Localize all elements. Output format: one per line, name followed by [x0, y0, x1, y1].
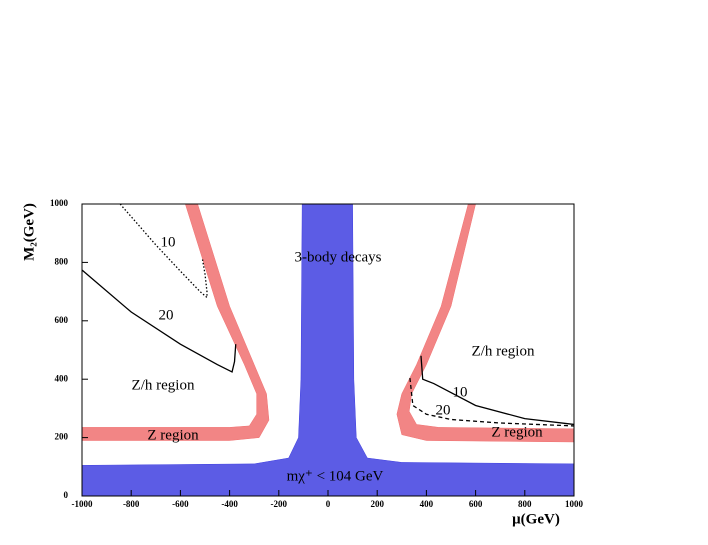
- x-tick-label: 400: [420, 499, 434, 509]
- annotation: Z/h region: [472, 343, 535, 359]
- y-tick-label: 200: [55, 432, 69, 442]
- y-axis-label: M₂(GeV): [21, 203, 37, 261]
- annotation: Z region: [491, 424, 543, 440]
- y-tick-label: 600: [55, 315, 69, 325]
- annotation: Z region: [147, 427, 199, 443]
- annotation: 20: [159, 307, 174, 323]
- x-tick-label: 0: [326, 499, 331, 509]
- x-tick-label: -200: [271, 499, 288, 509]
- plot-area: [82, 204, 574, 496]
- region: [82, 204, 270, 441]
- annotation: Z/h region: [132, 377, 195, 393]
- y-tick-label: 400: [55, 373, 69, 383]
- annotation: 10: [161, 234, 176, 250]
- x-tick-label: 800: [518, 499, 532, 509]
- annotation: 10: [453, 384, 468, 400]
- annotation: 3-body decays: [294, 249, 381, 265]
- y-tick-label: 1000: [50, 198, 69, 208]
- contour: [119, 204, 208, 299]
- x-tick-label: -800: [123, 499, 140, 509]
- annotation: 20: [436, 402, 451, 418]
- y-tick-label: 0: [64, 490, 69, 500]
- x-axis-label: μ(GeV): [512, 511, 560, 527]
- annotation: mχ⁺ < 104 GeV: [287, 468, 384, 484]
- y-tick-label: 800: [55, 256, 69, 266]
- contour: [409, 377, 574, 427]
- x-tick-label: -400: [221, 499, 238, 509]
- x-tick-label: 1000: [565, 499, 584, 509]
- contour: [82, 269, 237, 373]
- region: [396, 204, 574, 443]
- x-tick-label: -600: [172, 499, 189, 509]
- x-tick-label: -1000: [72, 499, 93, 509]
- region: [82, 204, 574, 496]
- x-tick-label: 200: [370, 499, 384, 509]
- contour: [420, 355, 574, 426]
- x-tick-label: 600: [469, 499, 483, 509]
